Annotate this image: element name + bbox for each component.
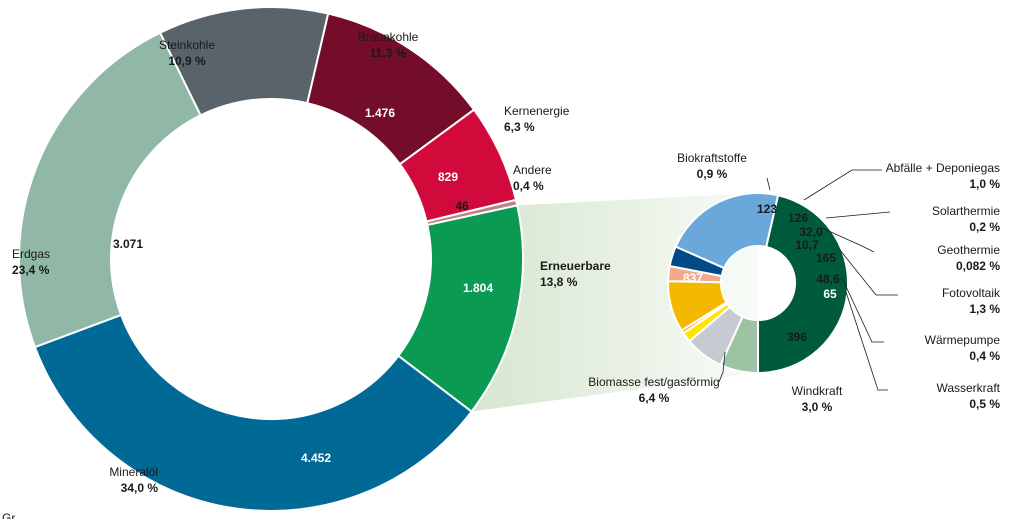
small-value-windkraft: 396 [787,330,807,344]
small-share-windkraft: 3,0 % [802,400,833,414]
big-label-erneuerbare: Erneuerbare [540,259,611,273]
small-value-fotovoltaik: 165 [816,251,836,265]
small-label-biokraftstoffe: Biokraftstoffe [677,151,747,165]
big-share-steinkohle: 10,9 % [168,54,206,68]
small-value-waermepumpe: 48,6 [816,272,840,286]
big-value-erdgas: 3.071 [113,237,143,251]
small-label-geothermie: Geothermie [937,243,1000,257]
small-slice-windkraft [674,192,780,270]
small-label-wasserkraft: Wasserkraft [936,381,1000,395]
big-value-andere: 46 [455,199,469,213]
small-label-waermepumpe: Wärmepumpe [925,333,1001,347]
big-value-braunkohle: 1.476 [365,106,395,120]
small-label-solarthermie: Solarthermie [932,204,1000,218]
leader-line-waermepumpe [841,277,884,343]
big-label-braunkohle: Braunkohle [358,30,419,44]
big-share-braunkohle: 11,3 % [370,46,407,60]
small-value-solarthermie: 32,0 [799,225,823,239]
small-value-geothermie: 10,7 [795,238,819,252]
small-value-wasserkraft: 65 [823,287,837,301]
small-value-biokraftstoffe: 123 [757,202,777,216]
small-label-fotovoltaik: Fotovoltaik [942,286,1001,300]
big-slice-andere [425,198,519,227]
small-share-solarthermie: 0,2 % [969,220,1000,234]
small-label-windkraft: Windkraft [792,384,843,398]
big-slice-erdgas [18,31,202,349]
small-share-biokraftstoffe: 0,9 % [697,167,728,181]
leader-line-abfaelle-deponiegas [803,169,882,201]
leader-line-biokraftstoffe [766,177,771,191]
big-label-steinkohle: Steinkohle [159,38,215,52]
small-slice-biomasse-fest-gasfoermig [757,194,849,375]
big-label-erdgas: Erdgas [12,247,50,261]
small-share-biomasse-fest-gasfoermig: 6,4 % [639,391,670,405]
leader-line-geothermie [821,227,875,253]
big-label-mineraloel: Mineralöl [109,465,158,479]
small-label-abfaelle-deponiegas: Abfälle + Deponiegas [886,161,1000,175]
big-value-mineraloel: 4.452 [301,451,331,465]
big-share-erneuerbare: 13,8 % [540,275,578,289]
small-value-biomasse-fest-gasfoermig: 837 [683,271,703,285]
big-value-erneuerbare: 1.804 [463,281,493,295]
small-share-waermepumpe: 0,4 % [969,349,1000,363]
big-value-kernenergie: 829 [438,170,458,184]
leader-line-solarthermie [825,211,891,219]
footer-text: Gr... [2,511,25,519]
big-share-mineraloel: 34,0 % [121,481,159,495]
leader-line-wasserkraft [845,291,888,391]
leader-line-biomasse-fest-gasfoermig [718,351,726,383]
small-share-wasserkraft: 0,5 % [969,397,1000,411]
big-value-steinkohle: 1.428 [233,100,263,114]
big-share-kernenergie: 6,3 % [504,120,535,134]
big-label-andere: Andere [513,163,552,177]
big-label-kernenergie: Kernenergie [504,104,570,118]
small-label-biomasse-fest-gasfoermig: Biomasse fest/gasförmig [588,375,719,389]
leader-line-fotovoltaik [839,249,898,296]
big-share-andere: 0,4 % [513,179,544,193]
big-share-erdgas: 23,4 % [12,263,50,277]
big-slice-mineraloel [33,313,473,512]
small-share-fotovoltaik: 1,3 % [969,302,1000,316]
small-value-abfaelle-deponiegas: 126 [788,211,808,225]
small-share-geothermie: 0,082 % [956,259,1000,273]
small-share-abfaelle-deponiegas: 1,0 % [969,177,1000,191]
